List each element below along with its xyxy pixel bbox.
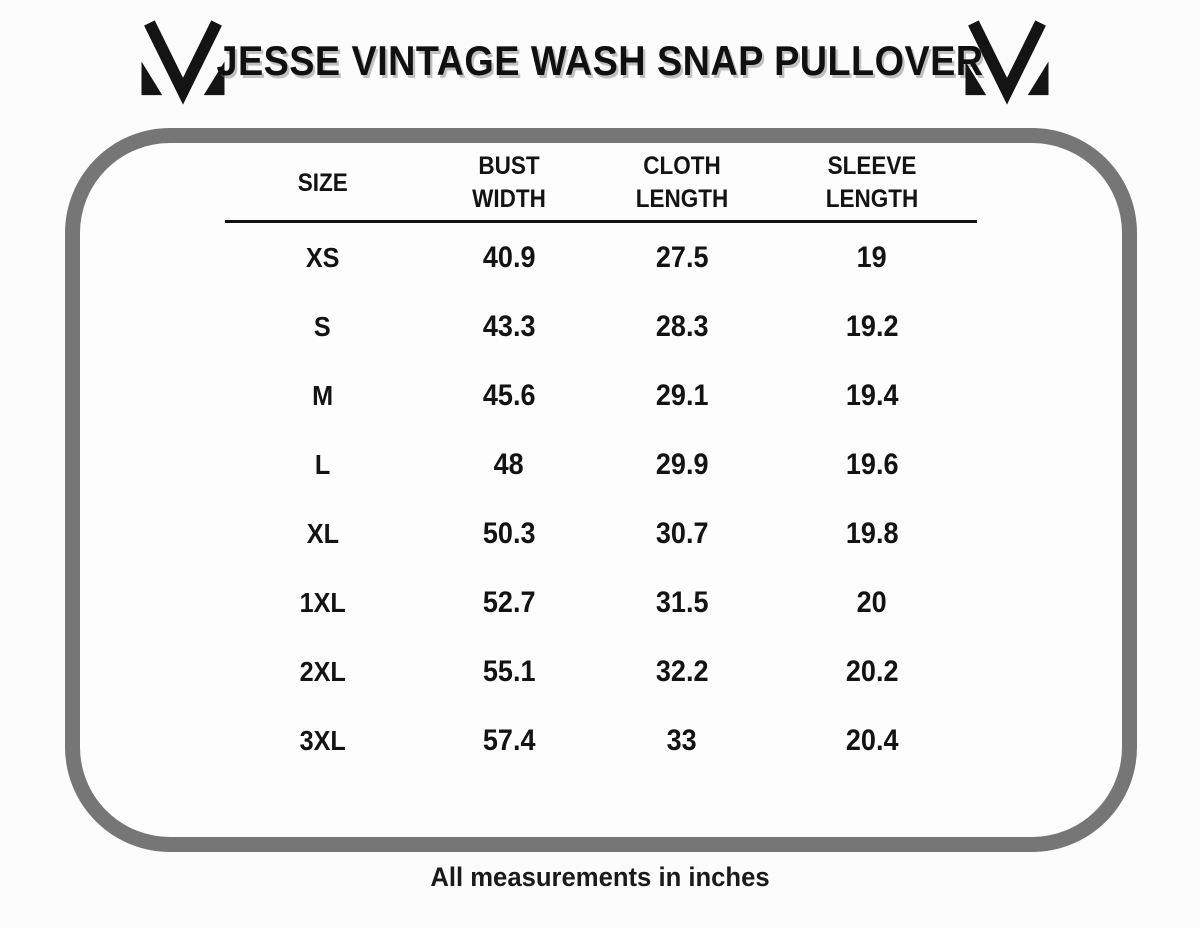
size-table: SIZE BUST WIDTH CLOTH LENGTH SLEEVE LENG… [225,146,977,775]
measurement-value: 20 [856,585,887,619]
size-label: 1XL [299,586,346,618]
measurement-value: 52.7 [482,585,536,619]
table-row: M 45.6 29.1 19.4 [225,361,977,430]
m-brand-logo-icon [965,20,1049,105]
measurement-value: 20.2 [845,654,898,688]
measurement-value: 50.3 [482,516,536,550]
page-title: JESSE VINTAGE WASH SNAP PULLOVER [216,37,984,84]
size-label: XS [305,241,340,273]
measurement-value: 28.3 [655,309,709,343]
size-table-body: XS 40.9 27.5 19 S 43.3 28.3 19.2 M 45.6 29.1 19.4 L 4… [225,222,977,776]
column-header-cloth-length: CLOTH LENGTH [597,146,767,223]
size-table-header: SIZE BUST WIDTH CLOTH LENGTH SLEEVE LENG… [225,146,977,223]
column-header-size: SIZE [225,146,421,223]
measurement-value: 40.9 [482,240,536,274]
table-row: XS 40.9 27.5 19 [225,222,977,293]
column-header-sleeve-length: SLEEVE LENGTH [766,146,977,223]
measurement-value: 19.8 [845,516,898,550]
table-row: L 48 29.9 19.6 [225,430,977,499]
measurement-value: 29.9 [655,447,709,481]
measurement-value: 20.4 [845,723,898,757]
measurement-value: 57.4 [482,723,536,757]
size-label: XL [306,517,339,549]
measurement-value: 30.7 [655,516,709,550]
measurement-value: 19 [856,240,887,274]
measurement-value: 27.5 [655,240,709,274]
size-label: 3XL [299,724,346,756]
measurement-value: 31.5 [655,585,709,619]
measurements-note: All measurements in inches [430,862,770,892]
size-label: 2XL [299,655,346,687]
table-row: XL 50.3 30.7 19.8 [225,499,977,568]
measurement-value: 29.1 [655,378,709,412]
m-brand-logo-icon [141,20,225,105]
measurement-value: 45.6 [482,378,536,412]
table-row: 1XL 52.7 31.5 20 [225,568,977,637]
table-row: S 43.3 28.3 19.2 [225,292,977,361]
measurement-value: 33 [666,723,697,757]
size-label: L [315,448,331,480]
column-header-bust-width: BUST WIDTH [420,146,598,223]
table-row: 3XL 57.4 33 20.4 [225,706,977,775]
size-label: M [312,379,334,411]
measurement-value: 48 [493,447,524,481]
table-row: 2XL 55.1 32.2 20.2 [225,637,977,706]
measurement-value: 43.3 [482,309,536,343]
measurement-value: 55.1 [482,654,536,688]
measurement-value: 32.2 [655,654,709,688]
measurement-value: 19.6 [845,447,898,481]
measurement-value: 19.4 [845,378,898,412]
measurement-value: 19.2 [845,309,898,343]
header-row: SIZE BUST WIDTH CLOTH LENGTH SLEEVE LENG… [225,146,977,223]
size-label: S [314,310,332,342]
size-chart-frame [65,128,1137,852]
